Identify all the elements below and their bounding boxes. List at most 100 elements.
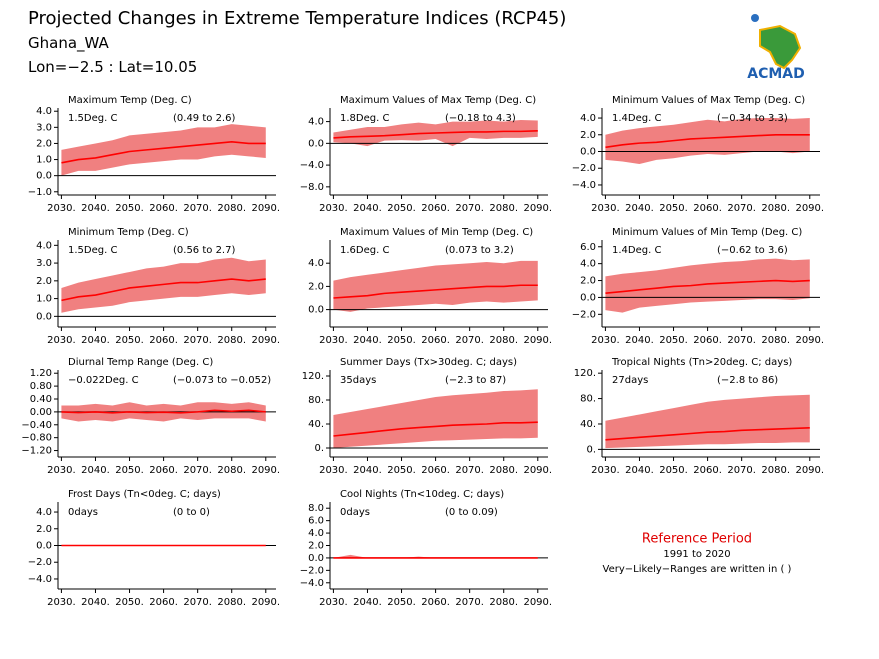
y-tick-label: 0. bbox=[314, 443, 324, 454]
median-line bbox=[333, 421, 538, 437]
median-label: 1.5Deg. C bbox=[68, 245, 117, 256]
y-tick-label: 2.0 bbox=[308, 541, 324, 552]
x-tick-label: 2040. bbox=[353, 597, 382, 608]
y-tick-label: 4.0 bbox=[36, 507, 52, 518]
x-tick-label: 2080. bbox=[217, 597, 246, 608]
panel: Maximum Values of Max Temp (Deg. C) −8.0 −… bbox=[300, 95, 552, 214]
y-tick-label: −0.80 bbox=[21, 433, 52, 444]
y-tick-label: −8.0 bbox=[300, 182, 324, 193]
panel: Frost Days (Tn<0deg. C; days) −4.0 −2.0 0.0… bbox=[28, 489, 280, 608]
range-label: (0.49 to 2.6) bbox=[173, 113, 235, 124]
median-label: 1.8Deg. C bbox=[340, 113, 389, 124]
x-tick-label: 2040. bbox=[353, 335, 382, 346]
x-tick-label: 2040. bbox=[353, 203, 382, 214]
x-tick-label: 2090. bbox=[251, 203, 280, 214]
x-tick-label: 2090. bbox=[795, 335, 824, 346]
x-tick-label: 2060. bbox=[693, 335, 722, 346]
y-tick-label: −0.40 bbox=[21, 420, 52, 431]
y-tick-label: 0.0 bbox=[308, 138, 324, 149]
median-line bbox=[333, 130, 538, 139]
panel-title: Summer Days (Tx>30deg. C; days) bbox=[340, 357, 517, 368]
y-tick-label: −4.0 bbox=[572, 180, 596, 191]
x-tick-label: 2080. bbox=[217, 465, 246, 476]
y-tick-label: 2.0 bbox=[308, 281, 324, 292]
panel-title: Maximum Values of Max Temp (Deg. C) bbox=[340, 95, 536, 106]
x-tick-label: 2060. bbox=[693, 203, 722, 214]
y-tick-label: −2.0 bbox=[300, 565, 324, 576]
y-tick-label: 0.40 bbox=[30, 394, 52, 405]
y-tick-label: 0.0 bbox=[308, 305, 324, 316]
y-tick-label: 120. bbox=[302, 371, 324, 382]
x-tick-label: 2030. bbox=[47, 465, 76, 476]
y-tick-label: 3.0 bbox=[36, 122, 52, 133]
x-tick-label: 2060. bbox=[421, 203, 450, 214]
panel: Cool Nights (Tn<10deg. C; days) −4.0 −2.0 0… bbox=[300, 489, 552, 608]
y-tick-label: −1.0 bbox=[28, 187, 52, 198]
y-tick-label: −2.0 bbox=[572, 163, 596, 174]
x-tick-label: 2070. bbox=[455, 597, 484, 608]
x-tick-label: 2030. bbox=[591, 203, 620, 214]
y-tick-label: 0. bbox=[586, 444, 596, 455]
range-band bbox=[333, 260, 538, 312]
x-tick-label: 2040. bbox=[625, 465, 654, 476]
x-tick-label: 2050. bbox=[115, 203, 144, 214]
x-tick-label: 2090. bbox=[523, 597, 552, 608]
x-tick-label: 2070. bbox=[727, 465, 756, 476]
x-tick-label: 2030. bbox=[591, 335, 620, 346]
x-tick-label: 2040. bbox=[625, 203, 654, 214]
x-tick-label: 2070. bbox=[727, 203, 756, 214]
x-tick-label: 2080. bbox=[489, 465, 518, 476]
x-tick-label: 2050. bbox=[115, 335, 144, 346]
x-tick-label: 2040. bbox=[81, 203, 110, 214]
range-label: (0 to 0) bbox=[173, 507, 210, 518]
panel-title: Minimum Values of Max Temp (Deg. C) bbox=[612, 95, 805, 106]
y-tick-label: 1.0 bbox=[36, 294, 52, 305]
range-band bbox=[61, 124, 266, 176]
x-tick-label: 2070. bbox=[455, 465, 484, 476]
y-tick-label: −2.0 bbox=[572, 309, 596, 320]
panel: Diurnal Temp Range (Deg. C) −1.20 −0.80 −0.… bbox=[21, 357, 280, 476]
y-tick-label: 0.0 bbox=[580, 292, 596, 303]
range-label: (−0.62 to 3.6) bbox=[717, 245, 788, 256]
x-tick-label: 2080. bbox=[761, 465, 790, 476]
x-tick-label: 2050. bbox=[659, 203, 688, 214]
median-line bbox=[61, 278, 266, 302]
y-tick-label: −1.20 bbox=[21, 446, 52, 457]
x-tick-label: 2030. bbox=[319, 597, 348, 608]
panel-title: Diurnal Temp Range (Deg. C) bbox=[68, 357, 213, 368]
page-title: Projected Changes in Extreme Temperature… bbox=[28, 8, 566, 29]
x-tick-label: 2060. bbox=[421, 335, 450, 346]
panel-title: Tropical Nights (Tn>20deg. C; days) bbox=[611, 357, 792, 368]
y-tick-label: 80. bbox=[308, 395, 324, 406]
x-tick-label: 2030. bbox=[591, 465, 620, 476]
x-tick-label: 2070. bbox=[727, 335, 756, 346]
median-label: 0days bbox=[340, 507, 370, 518]
x-tick-label: 2060. bbox=[421, 465, 450, 476]
panel-title: Cool Nights (Tn<10deg. C; days) bbox=[340, 489, 504, 500]
x-tick-label: 2030. bbox=[319, 465, 348, 476]
median-label: 1.4Deg. C bbox=[612, 245, 661, 256]
y-tick-label: 40. bbox=[580, 419, 596, 430]
range-band bbox=[605, 258, 810, 313]
x-tick-label: 2050. bbox=[387, 203, 416, 214]
x-tick-label: 2060. bbox=[149, 597, 178, 608]
x-tick-label: 2030. bbox=[47, 203, 76, 214]
y-tick-label: 4.0 bbox=[580, 259, 596, 270]
median-label: 1.4Deg. C bbox=[612, 113, 661, 124]
panel-title: Maximum Values of Min Temp (Deg. C) bbox=[340, 227, 533, 238]
y-tick-label: −2.0 bbox=[28, 557, 52, 568]
x-tick-label: 2090. bbox=[251, 335, 280, 346]
y-tick-label: 0.0 bbox=[580, 147, 596, 158]
y-tick-label: −4.0 bbox=[300, 578, 324, 589]
x-tick-label: 2040. bbox=[81, 597, 110, 608]
y-tick-label: 0.0 bbox=[36, 541, 52, 552]
median-label: 35days bbox=[340, 375, 376, 386]
x-tick-label: 2050. bbox=[387, 465, 416, 476]
range-label: (0 to 0.09) bbox=[445, 507, 498, 518]
x-tick-label: 2070. bbox=[455, 335, 484, 346]
panel: Tropical Nights (Tn>20deg. C; days) 0. 40.… bbox=[574, 357, 824, 476]
x-tick-label: 2030. bbox=[319, 335, 348, 346]
panel-title: Maximum Temp (Deg. C) bbox=[68, 95, 192, 106]
range-label: (−0.34 to 3.3) bbox=[717, 113, 788, 124]
x-tick-label: 2040. bbox=[81, 465, 110, 476]
